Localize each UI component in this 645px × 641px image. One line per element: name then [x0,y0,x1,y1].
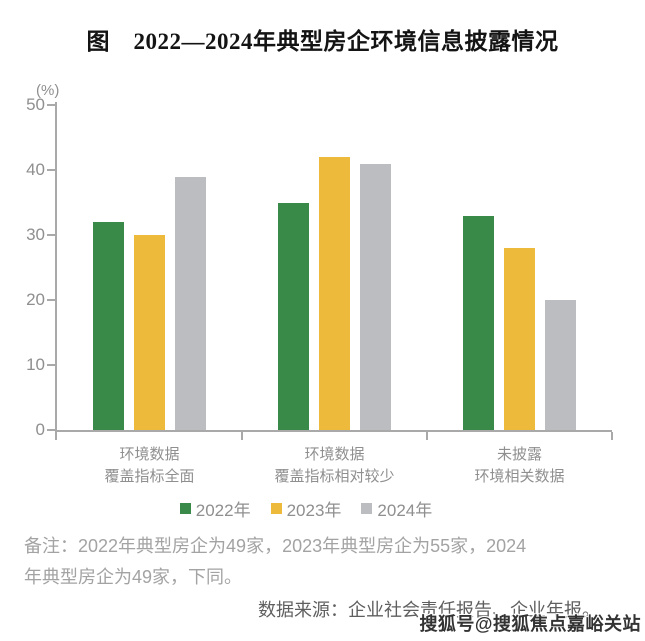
note-line-1: 备注：2022年典型房企为49家，2023年典型房企为55家，2024 [24,536,527,556]
watermark: 搜狐号@搜狐焦点嘉峪关站 [419,614,641,634]
y-tick-mark [47,169,55,171]
bar [175,176,206,430]
y-tick-label: 30 [26,225,45,244]
x-tick-mark [241,432,243,440]
y-tick-label: 20 [26,290,45,309]
category-label: 环境数据覆盖指标相对较少 [242,444,427,488]
bar [278,202,309,430]
bar [504,248,535,430]
legend: 2022年 2023年 2024年 [0,496,612,520]
bar [134,235,165,430]
legend-label: 2022年 [195,500,251,520]
category-label-line1: 环境数据 [304,446,365,463]
chart-title: 图 2022—2024年典型房企环境信息披露情况 [86,29,559,54]
category-label: 未披露 环境相关数据 [427,444,612,488]
x-axis-line [55,430,612,432]
y-tick-mark [47,234,55,236]
note-line-2: 年典型房企为49家，下同。 [24,567,243,587]
y-tick-mark [47,364,55,366]
legend-swatch [270,502,282,514]
category-label: 环境数据覆盖指标全面 [57,444,242,488]
category-label-line1: 环境数据 [119,446,180,463]
legend-label: 2023年 [286,500,342,520]
legend-swatch [179,502,191,514]
data-source: 数据来源：企业社会责任报告、企业年报。 [258,600,600,620]
plot-area: 0 10 20 30 40 50 环境数据 覆盖指标全面 环境数据 覆盖指标相对较少 未披露 环境相关… [26,96,613,485]
category-label-line1: 未披露 [496,446,542,463]
legend-item: 2024年 [361,496,432,521]
y-tick-label: 10 [26,355,45,374]
category-label-line2: 环境相关数据 [474,468,565,485]
y-axis-unit-label: (%) [36,82,60,99]
legend-swatch [361,502,373,514]
legend-item: 2022年 [179,496,251,521]
bar [360,163,391,430]
x-tick-mark [55,432,57,440]
bar [93,222,124,430]
y-tick-mark [47,429,55,431]
bar [545,300,576,430]
y-tick-label: 0 [35,420,45,439]
y-tick-label: 40 [26,160,45,179]
x-tick-mark [611,432,613,440]
y-tick-label: 50 [26,95,45,114]
y-tick-mark [47,299,55,301]
legend-item: 2023年 [270,496,342,521]
bar [319,157,350,430]
y-axis-line [55,102,57,438]
category-label-line2: 覆盖指标相对较少 [274,468,395,485]
note: 备注：2022年典型房企为49家，2023年典型房企为55家，2024 年典型房… [24,531,634,593]
legend-label: 2024年 [377,500,433,520]
x-tick-mark [426,432,428,440]
bar [463,215,494,430]
category-label-line2: 覆盖指标全面 [104,468,195,485]
y-tick-mark [47,104,55,106]
